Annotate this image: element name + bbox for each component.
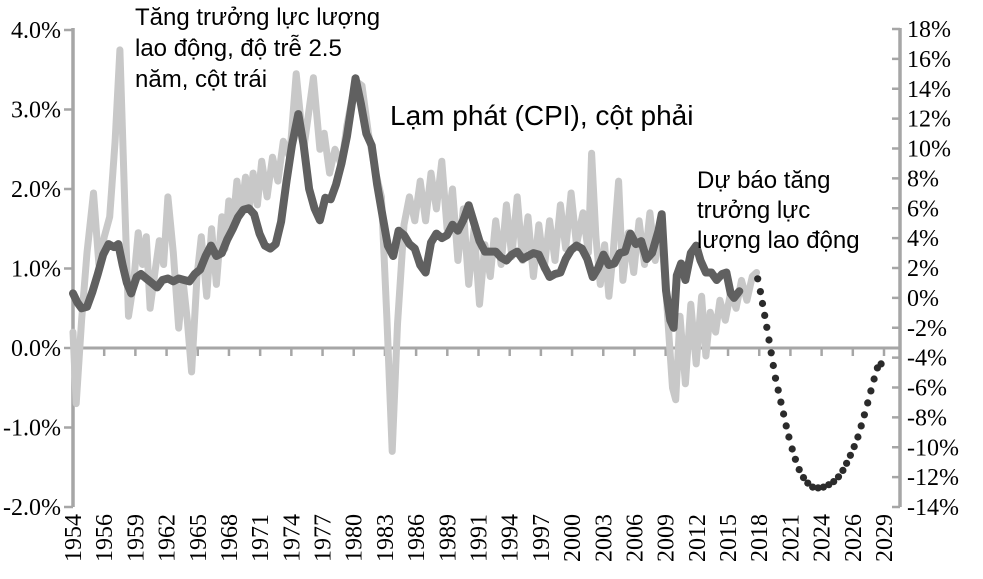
right-axis-tick-label: -2% <box>907 316 947 342</box>
x-axis-tick-label: 1989 <box>435 514 461 562</box>
forecast-dot <box>758 299 767 308</box>
forecast-dot <box>850 443 858 451</box>
forecast-dot <box>864 399 872 407</box>
right-axis-tick-label: 14% <box>907 77 951 103</box>
forecast-dot <box>846 451 855 459</box>
right-axis-tick-label: -12% <box>907 465 959 491</box>
x-axis-tick-label: 2015 <box>716 514 742 562</box>
forecast-dot <box>839 466 847 474</box>
right-axis-tick-label: 18% <box>907 17 951 43</box>
x-axis-tick-label: 1962 <box>155 514 181 562</box>
forecast-dot <box>774 386 782 394</box>
x-axis-tick-label: 1986 <box>404 514 430 562</box>
forecast-dot <box>854 433 862 441</box>
right-axis-tick-label: -8% <box>907 405 947 431</box>
right-axis-tick-label: 16% <box>907 47 951 73</box>
forecast-dot <box>765 336 773 344</box>
x-axis-tick-label: 2029 <box>872 514 898 562</box>
x-axis-tick-label: 1991 <box>467 514 493 562</box>
right-axis-tick-label: 4% <box>907 226 939 252</box>
left-axis-tick-label: -2.0% <box>3 495 61 521</box>
right-axis-tick-label: -14% <box>907 495 959 521</box>
forecast-dot <box>819 483 828 491</box>
x-axis-tick-label: 1956 <box>92 514 118 562</box>
forecast-dot <box>809 483 817 491</box>
forecast-dot <box>795 466 803 474</box>
right-axis-tick-label: 12% <box>907 107 951 133</box>
x-axis-tick-label: 2000 <box>560 514 586 562</box>
x-axis-tick-label: 1994 <box>498 514 524 562</box>
forecast-dot <box>843 459 851 467</box>
annotation-labor-force: Tăng trưởng lực lượng lao động, độ trễ 2… <box>135 2 380 95</box>
annotation-line: Lạm phát (CPI), cột phải <box>390 100 694 131</box>
x-axis-tick-label: 1965 <box>186 514 212 562</box>
cpi-inflation-line <box>69 74 744 332</box>
annotation-forecast: Dự báo tăng trưởng lực lượng lao động <box>697 166 860 256</box>
forecast-dot <box>767 349 775 357</box>
forecast-dot <box>785 433 793 441</box>
annotation-cpi: Lạm phát (CPI), cột phải <box>390 100 693 132</box>
forecast-dot <box>780 410 788 418</box>
forecast-dot <box>771 374 780 382</box>
left-axis-tick-label: 3.0% <box>11 98 61 124</box>
forecast-dot <box>834 473 843 481</box>
x-axis-tick-label: 1959 <box>123 514 149 562</box>
annotation-line: Dự báo tăng <box>697 167 831 194</box>
forecast-dot <box>830 478 838 486</box>
left-axis-tick-label: 0.0% <box>11 336 61 362</box>
forecast-dot <box>769 361 777 370</box>
forecast-dot <box>777 398 785 406</box>
forecast-dot <box>804 479 812 487</box>
left-axis-tick-label: 1.0% <box>11 257 61 283</box>
x-axis-tick-label: 2024 <box>810 514 836 562</box>
annotation-line: lao động, độ trễ 2.5 <box>135 35 342 62</box>
right-axis-tick-label: 8% <box>907 166 939 192</box>
x-axis-tick-label: 2009 <box>654 514 680 562</box>
forecast-dot <box>788 445 796 453</box>
x-axis-tick-label: 1977 <box>311 514 337 562</box>
right-axis-tick-label: 6% <box>907 196 939 222</box>
x-axis-tick-label: 2018 <box>747 514 773 562</box>
x-axis-tick-label: 2012 <box>685 514 711 562</box>
left-axis-tick-label: 2.0% <box>11 177 61 203</box>
forecast-dot <box>756 288 765 296</box>
x-axis-tick-label: 1954 <box>61 514 87 562</box>
forecast-dot <box>860 411 869 419</box>
right-axis-tick-label: 0% <box>907 286 939 312</box>
forecast-dot <box>754 275 762 283</box>
x-axis-tick-label: 1971 <box>248 514 274 562</box>
x-axis-tick-label: 1968 <box>217 514 243 562</box>
right-axis-tick-label: 2% <box>907 256 939 282</box>
annotation-line: Tăng trưởng lực lượng <box>135 4 381 31</box>
x-axis-tick-label: 2021 <box>778 514 804 562</box>
x-axis-tick-label: 2006 <box>622 514 648 562</box>
left-axis-tick-label: 4.0% <box>11 18 61 44</box>
forecast-dot <box>782 422 790 430</box>
x-axis-tick-label: 2003 <box>591 514 617 562</box>
forecast-dot <box>791 455 800 463</box>
forecast-dot <box>761 311 769 319</box>
x-axis-tick-label: 1997 <box>529 514 555 562</box>
forecast-dot <box>814 484 822 492</box>
forecast-dot <box>763 323 771 331</box>
right-axis-tick-label: -6% <box>907 376 947 402</box>
forecast-dot <box>870 375 878 383</box>
x-axis-tick-label: 1974 <box>279 514 305 562</box>
left-axis-tick-label: -1.0% <box>3 416 61 442</box>
annotation-line: lượng lao động <box>697 227 860 254</box>
right-axis-tick-label: -4% <box>907 346 947 372</box>
annotation-line: năm, cột trái <box>135 66 268 93</box>
forecast-dot <box>867 387 875 395</box>
forecast-dot <box>799 474 808 482</box>
forecast-dot <box>857 422 865 430</box>
annotation-line: trưởng lực <box>697 197 811 224</box>
right-axis-tick-label: -10% <box>907 435 959 461</box>
x-axis-tick-label: 1980 <box>342 514 368 562</box>
x-axis-tick-label: 1983 <box>373 514 399 562</box>
right-axis-tick-label: 10% <box>907 137 951 163</box>
forecast-dot <box>877 360 885 368</box>
x-axis-tick-label: 2026 <box>841 514 867 562</box>
